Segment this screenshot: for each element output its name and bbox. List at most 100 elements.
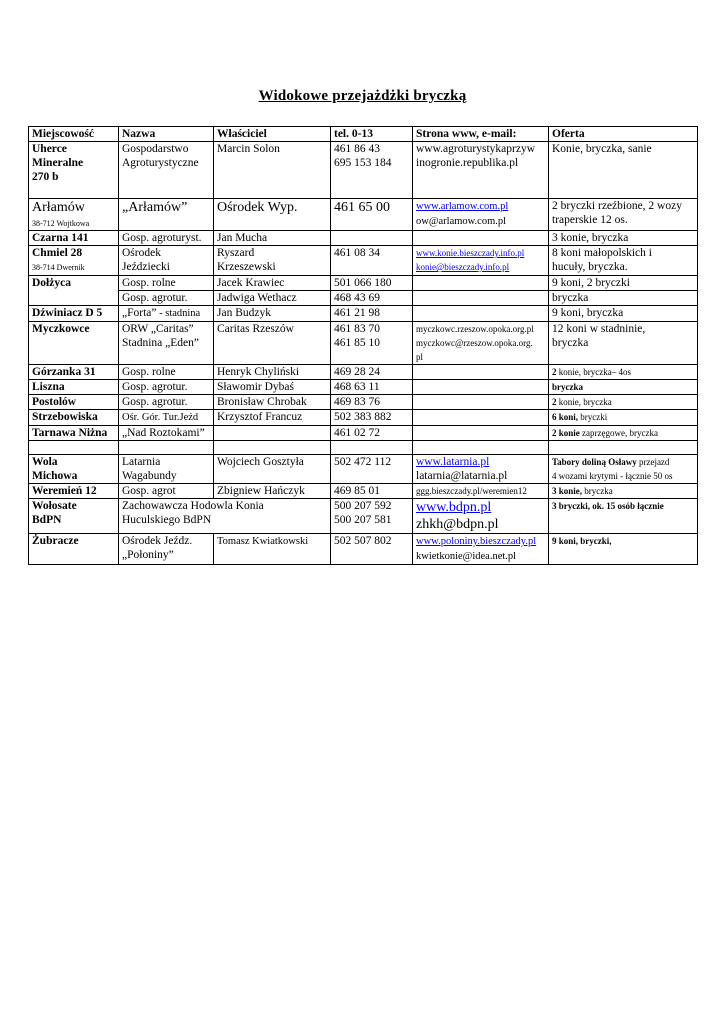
table-cell: Krzysztof Francuz bbox=[213, 409, 331, 426]
text-segment: 502 472 112 bbox=[334, 455, 392, 468]
table-cell: Dźwiniacz D 5 bbox=[28, 305, 119, 322]
text-segment: Jadwiga Wethacz bbox=[217, 292, 297, 305]
hyperlink[interactable]: www.konie.bieszczady.info.pl bbox=[416, 248, 525, 259]
cell-line: bryczka bbox=[552, 292, 694, 305]
hyperlink[interactable]: konie@bieszczady.info.pl bbox=[416, 262, 510, 273]
cell-line: Górzanka 31 bbox=[32, 366, 115, 379]
table-cell: 461 08 34 bbox=[330, 245, 413, 277]
cell-line: Gosp. rolne bbox=[122, 366, 210, 379]
text-segment: Jan Budzyk bbox=[217, 307, 271, 320]
text-segment: 469 85 01 bbox=[334, 484, 380, 497]
cell-line: Tomasz Kwiatkowski bbox=[217, 535, 327, 549]
cell-line: 469 28 24 bbox=[334, 366, 409, 379]
text-segment: Huculskiego BdPN bbox=[122, 513, 212, 526]
hyperlink[interactable]: www.latarnia.pl bbox=[416, 455, 490, 468]
text-segment: 468 63 11 bbox=[334, 381, 380, 394]
hyperlink[interactable]: www.poloniny.bieszczady.pl bbox=[416, 536, 537, 548]
table-row: Postolów Gosp. agrotur. Bronisław Chrobak 4… bbox=[28, 394, 698, 411]
text-segment: Marcin Solon bbox=[217, 143, 280, 156]
text-segment: 695 153 184 bbox=[334, 157, 392, 170]
text-segment: Gosp. agrotur. bbox=[122, 292, 188, 305]
text-segment: Krzysztof Francuz bbox=[217, 411, 303, 424]
table-cell: 500 207 592 500 207 581 bbox=[330, 497, 413, 535]
cell-line: 502 507 802 bbox=[334, 535, 409, 549]
cell-line: Gosp. agrotur. bbox=[122, 381, 210, 394]
cell-line: „Forta” - stadnina bbox=[122, 307, 210, 321]
table-cell bbox=[412, 305, 549, 322]
cell-line: 500 207 592 bbox=[334, 499, 409, 513]
cell-line: 461 86 43 bbox=[334, 143, 409, 157]
table-body: Uherce Mineralne 270 b Gospodarstwo Agrotury… bbox=[28, 141, 698, 566]
text-segment: kwietkonie@idea.net.pl bbox=[416, 550, 517, 562]
table-cell: 461 02 72 bbox=[330, 424, 413, 441]
cell-line: Ośrodek bbox=[122, 247, 210, 261]
cell-line: Marcin Solon bbox=[217, 143, 327, 157]
table-cell: 469 83 76 bbox=[330, 394, 413, 411]
cell-line: Wola bbox=[32, 455, 115, 469]
cell-line: ORW „Caritas” bbox=[122, 322, 210, 336]
text-segment: 3 konie, bbox=[552, 485, 583, 496]
cell-line: Żubracze bbox=[32, 535, 115, 549]
rides-table: Miejscowość Nazwa Właściciel tel. 0-13 Stron… bbox=[28, 125, 698, 566]
text-segment: Sławomir Dybaś bbox=[217, 381, 294, 394]
cell-line: Jadwiga Wethacz bbox=[217, 292, 327, 305]
text-segment: Górzanka 31 bbox=[32, 366, 96, 378]
text-segment: Gospodarstwo bbox=[122, 143, 189, 156]
cell-line: BdPN bbox=[32, 513, 115, 527]
column-header: Strona www, e-mail: bbox=[412, 125, 549, 143]
table-cell: Uherce Mineralne 270 b bbox=[28, 141, 119, 200]
text-segment: Zbigniew Hańczyk bbox=[217, 484, 305, 497]
hyperlink[interactable]: www.bdpn.pl bbox=[416, 499, 492, 515]
cell-line: Krzysztof Francuz bbox=[217, 411, 327, 425]
table-cell bbox=[548, 439, 698, 455]
cell-line: Henryk Chyliński bbox=[217, 366, 327, 379]
table-row: Wołosate BdPN Zachowawcza Hodowla Konia Huc… bbox=[28, 497, 698, 535]
text-segment: 469 28 24 bbox=[334, 366, 380, 378]
text-segment: Jan Mucha bbox=[217, 232, 268, 245]
text-segment: 6 koni, bbox=[552, 412, 579, 423]
cell-line: Agroturystyczne bbox=[122, 156, 210, 170]
text-segment: ggg.bieszczady.pl/weremien12 bbox=[416, 485, 527, 496]
text-segment: Jeździecki bbox=[122, 261, 170, 274]
cell-line: Caritas Rzeszów bbox=[217, 322, 327, 336]
table-cell: 6 koni, bryczki bbox=[548, 409, 698, 426]
table-cell: 9 koni, bryczki, bbox=[548, 533, 698, 566]
table-cell: 2 konie, bryczka bbox=[548, 394, 698, 411]
table-row bbox=[28, 439, 698, 455]
text-segment: zhkh@bdpn.pl bbox=[416, 516, 499, 532]
text-segment: Agroturystyczne bbox=[122, 157, 199, 170]
column-header: tel. 0-13 bbox=[330, 125, 413, 143]
text-segment: 461 86 43 bbox=[334, 143, 380, 156]
table-cell: 9 koni, 2 bryczki bbox=[548, 275, 698, 292]
cell-line: „Nad Roztokami” bbox=[122, 426, 210, 439]
text-segment: 3 konie, bryczka bbox=[552, 232, 629, 245]
text-segment: 270 b bbox=[32, 171, 59, 184]
text-segment: 3 bryczki, ok. 15 osób łącznie bbox=[552, 500, 664, 511]
table-cell: Henryk Chyliński bbox=[213, 363, 331, 381]
cell-line: 461 02 72 bbox=[334, 426, 409, 439]
text-segment: 38-714 Dwernik bbox=[32, 263, 85, 273]
cell-line: hucuły, bryczka. bbox=[552, 260, 694, 274]
table-cell: Strzebowiska bbox=[28, 409, 119, 426]
text-segment: konie, bryczka– 4os bbox=[556, 367, 631, 377]
cell-line: Zachowawcza Hodowla Konia bbox=[122, 499, 327, 513]
text-segment: Uherce bbox=[32, 143, 67, 156]
cell-line: www.konie.bieszczady.info.pl bbox=[416, 247, 545, 261]
cell-line: Mineralne bbox=[32, 156, 115, 170]
table-cell: Wojciech Gosztyła bbox=[213, 453, 331, 484]
table-cell: Myczkowce bbox=[28, 320, 119, 366]
text-segment: Tarnawa Niżna bbox=[32, 426, 108, 439]
cell-line: Ośrodek Wyp. bbox=[217, 200, 327, 217]
table-cell: bryczka bbox=[548, 290, 698, 307]
cell-line: 3 konie, bryczka bbox=[552, 484, 694, 497]
text-segment: myczkowc.rzeszow.opoka.org.pl bbox=[416, 323, 534, 334]
hyperlink[interactable]: www.arlamow.com.pl bbox=[416, 201, 509, 213]
text-segment: Liszna bbox=[32, 381, 65, 394]
text-segment: bryczka bbox=[582, 485, 613, 496]
column-header: Oferta bbox=[548, 125, 698, 143]
table-cell: 12 koni w stadninie, bryczka bbox=[548, 320, 698, 366]
table-cell: Jacek Krawiec bbox=[213, 275, 331, 292]
table-cell bbox=[28, 439, 119, 455]
table-cell bbox=[412, 394, 549, 411]
cell-line: 9 koni, bryczka bbox=[552, 307, 694, 321]
